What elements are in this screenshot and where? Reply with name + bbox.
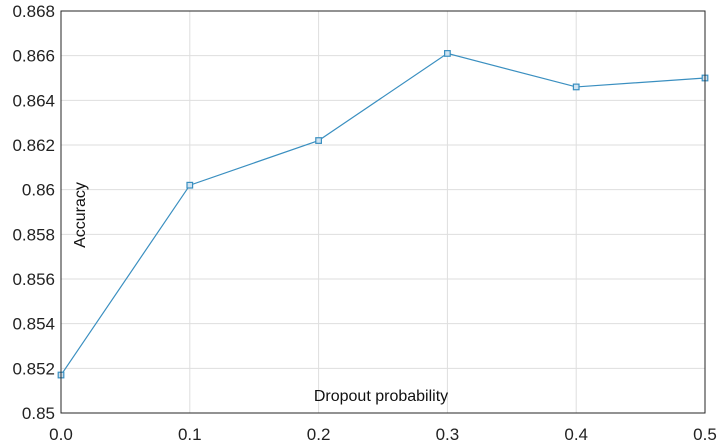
data-point-marker	[315, 137, 322, 144]
x-tick-label: 0.5	[693, 425, 717, 444]
y-tick-label: 0.866	[12, 47, 55, 66]
x-tick-label: 0.4	[564, 425, 588, 444]
y-tick-label: 0.852	[12, 359, 55, 378]
y-tick-label: 0.868	[12, 2, 55, 21]
data-point-marker	[444, 50, 451, 57]
y-tick-label: 0.858	[12, 225, 55, 244]
y-tick-label: 0.862	[12, 136, 55, 155]
y-tick-label: 0.86	[22, 181, 55, 200]
grid	[60, 10, 706, 414]
data-point-marker	[572, 83, 580, 91]
x-tick-label: 0.1	[178, 425, 202, 444]
x-tick-label: 0.3	[436, 425, 460, 444]
plot-frame	[60, 10, 706, 414]
series-line	[60, 52, 706, 376]
tick-labels: 0.0 0.1 0.2 0.3 0.4 0.5 0.85 0.852 0.854 0.856 0.8…	[12, 2, 716, 444]
data-point-marker	[186, 181, 194, 189]
y-tick-label: 0.864	[12, 91, 55, 110]
series-layer	[57, 50, 709, 379]
y-tick-label: 0.85	[22, 404, 55, 423]
x-tick-label: 0.0	[49, 425, 73, 444]
y-tick-label: 0.856	[12, 270, 55, 289]
y-axis-label: Accuracy	[72, 182, 89, 248]
x-axis-label: Dropout probability	[314, 388, 448, 405]
x-tick-label: 0.2	[307, 425, 331, 444]
y-tick-label: 0.854	[12, 315, 55, 334]
